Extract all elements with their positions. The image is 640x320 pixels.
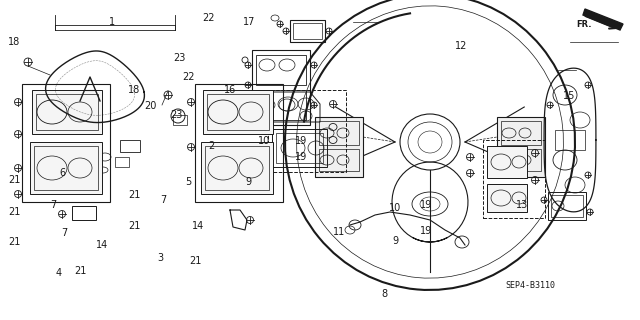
Bar — [36, 94, 98, 130]
Bar — [268, 90, 346, 172]
Text: 10: 10 — [389, 203, 402, 213]
Bar — [72, 206, 96, 220]
Bar — [555, 130, 585, 150]
Bar — [22, 84, 110, 202]
Bar — [203, 90, 273, 134]
Bar — [173, 115, 187, 125]
Text: FR.: FR. — [576, 20, 591, 28]
Bar — [497, 117, 545, 177]
Text: 19: 19 — [419, 200, 432, 211]
Bar — [501, 121, 541, 145]
Text: 23: 23 — [170, 110, 182, 120]
Text: 10: 10 — [257, 136, 270, 146]
Text: 1: 1 — [109, 17, 115, 28]
Bar — [272, 129, 327, 167]
Text: 21: 21 — [189, 256, 202, 266]
Text: 21: 21 — [8, 175, 20, 185]
Text: 6: 6 — [60, 168, 66, 179]
Text: 7: 7 — [61, 228, 67, 238]
Text: 18: 18 — [8, 36, 20, 47]
Text: 11: 11 — [333, 227, 346, 237]
Text: 21: 21 — [74, 266, 86, 276]
Bar — [501, 149, 541, 171]
Text: 16: 16 — [224, 84, 237, 95]
Text: 13: 13 — [515, 200, 528, 210]
Text: 21: 21 — [128, 220, 141, 231]
Text: 20: 20 — [144, 100, 157, 111]
Text: SEP4-B3110: SEP4-B3110 — [506, 281, 556, 290]
Bar — [34, 146, 98, 190]
Bar — [487, 146, 527, 178]
Bar — [483, 140, 545, 218]
Text: 3: 3 — [157, 252, 163, 263]
Text: 21: 21 — [8, 207, 20, 217]
Polygon shape — [583, 9, 623, 30]
Text: 5: 5 — [186, 177, 192, 188]
Bar — [252, 50, 310, 125]
Text: 14: 14 — [192, 220, 205, 231]
Text: 7: 7 — [50, 200, 56, 211]
Bar — [256, 90, 306, 120]
Text: 4: 4 — [56, 268, 62, 278]
Bar — [315, 117, 363, 177]
Bar — [548, 192, 586, 220]
Text: 18: 18 — [128, 84, 141, 95]
Text: 21: 21 — [8, 236, 20, 247]
Text: 7: 7 — [160, 195, 166, 205]
Bar — [319, 121, 359, 145]
Text: 22: 22 — [182, 72, 195, 82]
Text: 14: 14 — [96, 240, 109, 250]
Text: 9: 9 — [392, 236, 399, 246]
Text: 19: 19 — [294, 136, 307, 146]
Text: 2: 2 — [208, 140, 214, 151]
Text: 22: 22 — [202, 12, 214, 23]
Bar — [207, 94, 269, 130]
Bar — [276, 133, 323, 163]
Bar — [290, 20, 325, 42]
Text: 17: 17 — [243, 17, 256, 28]
Text: 19: 19 — [294, 152, 307, 162]
Bar — [256, 55, 306, 85]
Bar — [319, 149, 359, 171]
Bar — [293, 23, 322, 39]
Text: 19: 19 — [419, 226, 432, 236]
Bar — [487, 184, 527, 212]
Bar — [195, 84, 283, 202]
Text: 21: 21 — [128, 190, 141, 200]
Bar — [32, 90, 102, 134]
Bar — [30, 142, 102, 194]
Bar — [201, 142, 273, 194]
Text: 8: 8 — [381, 289, 387, 299]
Bar — [115, 157, 129, 167]
Bar — [551, 195, 583, 217]
Bar — [120, 140, 140, 152]
Text: 15: 15 — [563, 91, 576, 101]
Text: 9: 9 — [245, 177, 252, 188]
Bar — [205, 146, 269, 190]
Text: 12: 12 — [454, 41, 467, 52]
Text: 23: 23 — [173, 52, 186, 63]
